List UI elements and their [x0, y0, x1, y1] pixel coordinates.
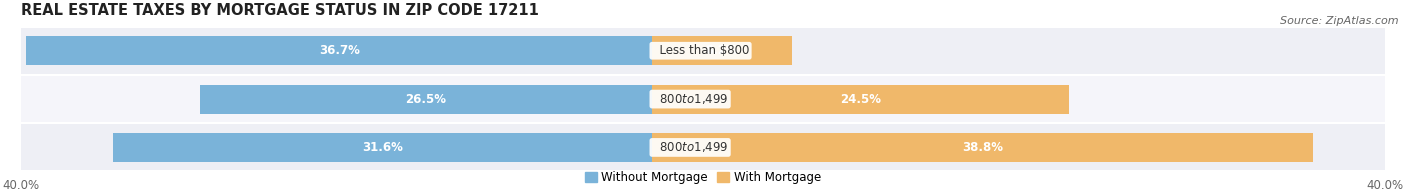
Bar	[21, 124, 1385, 170]
Text: 31.6%: 31.6%	[363, 141, 404, 154]
Text: REAL ESTATE TAXES BY MORTGAGE STATUS IN ZIP CODE 17211: REAL ESTATE TAXES BY MORTGAGE STATUS IN …	[21, 3, 540, 18]
Text: Less than $800: Less than $800	[652, 44, 749, 57]
Text: 24.5%: 24.5%	[841, 93, 882, 105]
Legend: Without Mortgage, With Mortgage: Without Mortgage, With Mortgage	[581, 167, 825, 189]
Bar	[21, 76, 1385, 122]
Bar	[652, 36, 792, 65]
Text: Source: ZipAtlas.com: Source: ZipAtlas.com	[1281, 16, 1399, 26]
Text: $800 to $1,499: $800 to $1,499	[652, 92, 728, 106]
Text: $800 to $1,499: $800 to $1,499	[652, 140, 728, 154]
Text: 36.7%: 36.7%	[319, 44, 360, 57]
Bar	[27, 36, 652, 65]
Bar	[114, 133, 652, 162]
Bar	[652, 85, 1070, 114]
Text: 26.5%: 26.5%	[405, 93, 447, 105]
Text: 38.8%: 38.8%	[962, 141, 1002, 154]
Bar	[200, 85, 652, 114]
Bar	[652, 133, 1313, 162]
Text: 8.2%: 8.2%	[706, 44, 738, 57]
Bar	[21, 28, 1385, 74]
